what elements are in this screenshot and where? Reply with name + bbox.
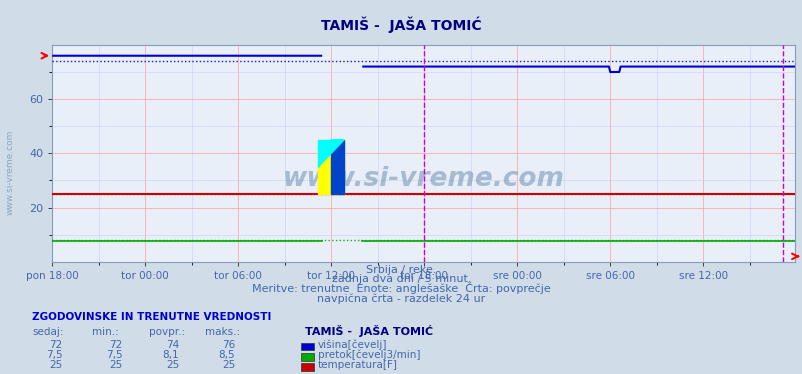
Text: 25: 25 [165, 361, 179, 370]
Bar [318, 140, 344, 194]
Text: temperatura[F]: temperatura[F] [318, 361, 398, 370]
Text: Meritve: trenutne  Enote: anglešaške  Črta: povprečje: Meritve: trenutne Enote: anglešaške Črta… [252, 282, 550, 294]
Text: 74: 74 [165, 340, 179, 350]
Polygon shape [330, 140, 344, 194]
Text: pretok[čevelj3/min]: pretok[čevelj3/min] [318, 350, 420, 360]
Text: Srbija / reke.: Srbija / reke. [366, 265, 436, 275]
Text: višina[čevelj]: višina[čevelj] [318, 340, 387, 350]
Polygon shape [318, 140, 344, 167]
Text: 8,1: 8,1 [162, 350, 179, 360]
Text: www.si-vreme.com: www.si-vreme.com [282, 166, 564, 192]
Text: TAMIŠ -  JAŠA TOMIĆ: TAMIŠ - JAŠA TOMIĆ [305, 325, 433, 337]
Text: 7,5: 7,5 [46, 350, 63, 360]
Text: 72: 72 [109, 340, 123, 350]
Text: maks.:: maks.: [205, 328, 240, 337]
Text: 8,5: 8,5 [218, 350, 235, 360]
Text: 72: 72 [49, 340, 63, 350]
Text: 7,5: 7,5 [106, 350, 123, 360]
Text: 25: 25 [49, 361, 63, 370]
Text: min.:: min.: [92, 328, 119, 337]
Polygon shape [318, 140, 330, 167]
Text: ZGODOVINSKE IN TRENUTNE VREDNOSTI: ZGODOVINSKE IN TRENUTNE VREDNOSTI [32, 312, 271, 322]
Text: navpična črta - razdelek 24 ur: navpična črta - razdelek 24 ur [317, 294, 485, 304]
Text: www.si-vreme.com: www.si-vreme.com [5, 129, 14, 215]
Text: 76: 76 [221, 340, 235, 350]
Text: povpr.:: povpr.: [148, 328, 184, 337]
Text: sedaj:: sedaj: [32, 328, 63, 337]
Text: TAMIŠ -  JAŠA TOMIĆ: TAMIŠ - JAŠA TOMIĆ [321, 17, 481, 33]
Text: 25: 25 [221, 361, 235, 370]
Text: 25: 25 [109, 361, 123, 370]
Text: zadnja dva dni / 5 minut.: zadnja dva dni / 5 minut. [331, 275, 471, 284]
